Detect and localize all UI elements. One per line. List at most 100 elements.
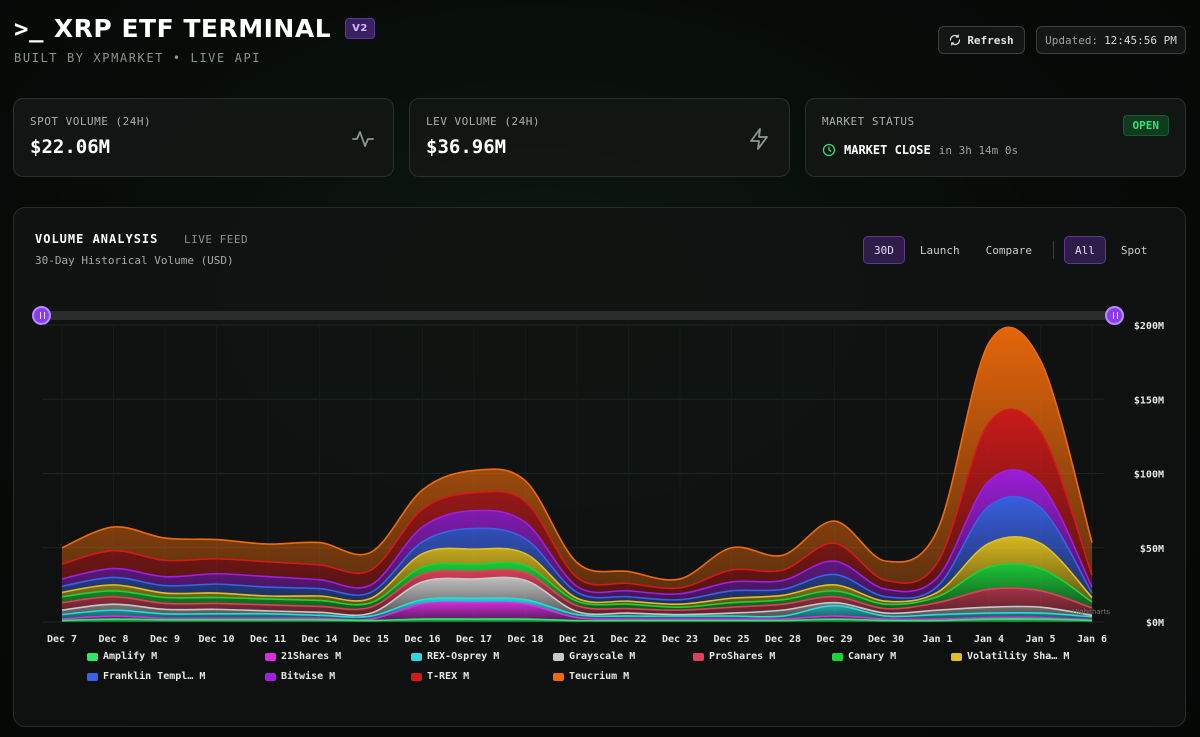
series-line-volatility-sha-m xyxy=(61,536,1093,606)
x-tick-label: Dec 16 xyxy=(404,634,440,645)
tab-compare[interactable]: Compare xyxy=(985,243,1032,257)
series-area-t-rex-m[interactable] xyxy=(62,409,1092,595)
legend-item[interactable]: Grayscale M xyxy=(553,651,635,662)
series-line-amplify-m xyxy=(61,618,1093,622)
clock-icon xyxy=(822,143,836,157)
legend-item[interactable]: Teucrium M xyxy=(553,671,629,682)
series-line-rex-osprey-m xyxy=(61,597,1093,618)
x-tick-label: Dec 10 xyxy=(198,634,234,645)
refresh-button-label: Refresh xyxy=(967,33,1014,47)
range-slider-left-handle[interactable] xyxy=(32,306,51,325)
legend-swatch xyxy=(265,652,276,661)
tab-30d[interactable]: 30D xyxy=(863,236,905,264)
series-area-teucrium-m[interactable] xyxy=(62,327,1092,589)
range-slider-track[interactable] xyxy=(42,311,1116,320)
x-tick-label: Dec 25 xyxy=(713,634,749,645)
page-subtitle: BUILT BY XPMARKET • LIVE API xyxy=(14,51,262,65)
series-line-franklin-templ-m xyxy=(61,495,1093,601)
lightning-icon xyxy=(750,128,768,150)
legend-swatch xyxy=(411,652,422,661)
series-line-bitwise-m xyxy=(61,469,1093,595)
terminal-prompt-icon: >_ xyxy=(14,14,44,43)
legend-label: Teucrium M xyxy=(569,671,630,682)
range-tabs: 30D Launch Compare All Spot xyxy=(863,236,1158,264)
legend-item[interactable]: Bitwise M xyxy=(265,671,335,682)
x-tick-label: Dec 8 xyxy=(98,634,128,645)
series-line-proshares-m xyxy=(61,569,1093,611)
refresh-icon xyxy=(950,34,961,46)
legend-item[interactable]: Amplify M xyxy=(87,651,157,662)
series-line-canary-m xyxy=(61,561,1093,608)
lev-volume-card: LEV VOLUME (24H) $36.96M xyxy=(409,98,790,177)
legend-swatch xyxy=(951,652,962,661)
x-tick-label: Dec 11 xyxy=(250,634,286,645)
legend-item[interactable]: Franklin Templ… M xyxy=(87,671,205,682)
legend-swatch xyxy=(553,652,564,661)
legend-item[interactable]: REX-Osprey M xyxy=(411,651,499,662)
activity-icon xyxy=(352,131,374,147)
legend-label: Canary M xyxy=(848,651,897,662)
x-tick-label: Jan 6 xyxy=(1077,634,1107,645)
legend-label: Franklin Templ… M xyxy=(103,671,206,682)
legend-item[interactable]: 21Shares M xyxy=(265,651,341,662)
updated-label: Updated: xyxy=(1045,33,1099,47)
series-line-t-rex-m xyxy=(61,408,1093,590)
x-tick-label: Dec 30 xyxy=(868,634,904,645)
legend-item[interactable]: Canary M xyxy=(832,651,896,662)
live-feed-label: LIVE FEED xyxy=(184,233,249,246)
x-tick-label: Dec 22 xyxy=(610,634,646,645)
legend-label: Volatility Sha… M xyxy=(967,651,1070,662)
lev-volume-label: LEV VOLUME (24H) xyxy=(426,115,540,128)
x-tick-label: Jan 4 xyxy=(974,634,1004,645)
y-tick-label: $0M xyxy=(1146,618,1164,629)
y-tick-label: $50M xyxy=(1140,544,1164,555)
legend-swatch xyxy=(693,652,704,661)
market-close-countdown: in 3h 14m 0s xyxy=(938,143,1019,157)
x-tick-label: Jan 5 xyxy=(1025,634,1055,645)
version-badge: V2 xyxy=(345,18,375,39)
series-line-21shares-m xyxy=(61,601,1093,621)
legend-swatch xyxy=(553,672,564,681)
legend-swatch xyxy=(87,672,98,681)
x-tick-label: Dec 17 xyxy=(456,634,492,645)
x-tick-label: Dec 9 xyxy=(150,634,180,645)
tab-all[interactable]: All xyxy=(1063,236,1106,264)
tab-spot[interactable]: Spot xyxy=(1120,243,1148,257)
panel-subtitle: 30-Day Historical Volume (USD) xyxy=(35,254,234,267)
spot-volume-card: SPOT VOLUME (24H) $22.06M xyxy=(13,98,394,177)
series-area-franklin-templ-m[interactable] xyxy=(62,496,1092,605)
status-badge: OPEN xyxy=(1122,115,1169,136)
series-area-bitwise-m[interactable] xyxy=(62,469,1092,600)
x-tick-label: Dec 23 xyxy=(662,634,698,645)
updated-time: 12:45:56 PM xyxy=(1104,33,1177,47)
x-tick-label: Jan 1 xyxy=(922,634,952,645)
legend-label: Grayscale M xyxy=(569,651,636,662)
volume-area-chart: $0M $50M $100M $150M $200M Dec 7 Dec 8 Dec 9 Dec… xyxy=(42,321,1164,645)
lev-volume-value: $36.96M xyxy=(426,136,507,158)
legend-item[interactable]: Volatility Sha… M xyxy=(951,651,1069,662)
legend-swatch xyxy=(832,652,843,661)
range-slider-right-handle[interactable] xyxy=(1105,306,1124,325)
page-title: XRP ETF TERMINAL xyxy=(53,14,332,43)
series-area-rex-osprey-m[interactable] xyxy=(62,597,1092,620)
legend-item[interactable]: ProShares M xyxy=(693,651,775,662)
series-area-volatility-sha-m[interactable] xyxy=(62,536,1092,608)
updated-indicator: Updated: 12:45:56 PM xyxy=(1036,26,1186,54)
x-tick-label: Dec 15 xyxy=(353,634,389,645)
chart-credit: Highcharts xyxy=(1072,608,1110,616)
refresh-button[interactable]: Refresh xyxy=(938,26,1025,54)
x-tick-label: Dec 28 xyxy=(765,634,801,645)
tab-launch[interactable]: Launch xyxy=(919,243,960,257)
app-title: >_ XRP ETF TERMINAL V2 xyxy=(14,14,375,43)
legend-item[interactable]: T-REX M xyxy=(411,671,469,682)
x-tick-label: Dec 29 xyxy=(816,634,852,645)
y-tick-label: $100M xyxy=(1134,470,1164,481)
x-tick-label: Dec 21 xyxy=(559,634,595,645)
x-tick-label: Dec 14 xyxy=(301,634,337,645)
spot-volume-label: SPOT VOLUME (24H) xyxy=(30,115,152,128)
volume-analysis-panel: VOLUME ANALYSIS LIVE FEED 30-Day Histori… xyxy=(13,207,1186,727)
panel-title: VOLUME ANALYSIS xyxy=(35,232,159,246)
market-status-card: MARKET STATUS OPEN MARKET CLOSE in 3h 14… xyxy=(805,98,1186,177)
market-close-label: MARKET CLOSE xyxy=(844,143,931,157)
legend-label: Bitwise M xyxy=(281,671,336,682)
